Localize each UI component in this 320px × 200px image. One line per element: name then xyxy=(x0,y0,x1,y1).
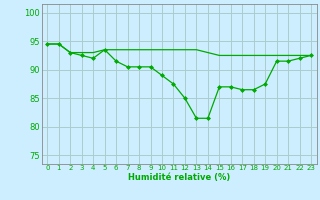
X-axis label: Humidité relative (%): Humidité relative (%) xyxy=(128,173,230,182)
